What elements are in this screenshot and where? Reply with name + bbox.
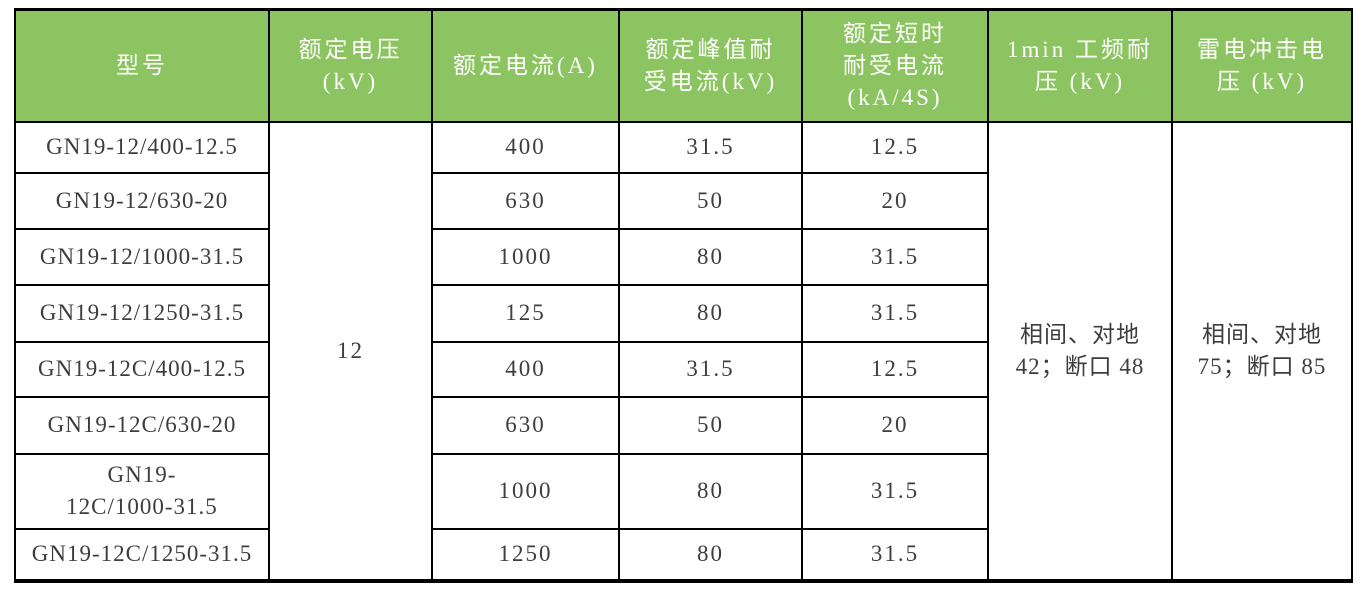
cell-model: GN19-12/1250-31.5 — [14, 283, 270, 343]
cell-model: GN19-12C/400-12.5 — [14, 340, 270, 398]
cell-short-time-withstand-current: 31.5 — [801, 527, 989, 582]
table-row: GN19-12/1250-31.5 125 80 31.5 — [14, 283, 1352, 343]
cell-rated-current: 1250 — [431, 527, 620, 582]
cell-short-time-withstand-current: 31.5 — [801, 227, 989, 286]
header-lightning-impulse-voltage: 雷电冲击电 压 (kV) — [1171, 8, 1353, 123]
cell-peak-withstand-current: 31.5 — [618, 120, 803, 174]
cell-short-time-withstand-current: 12.5 — [801, 340, 989, 398]
cell-lightning-impulse-merged: 相间、对地 75；断口 85 — [1171, 120, 1353, 582]
cell-rated-current: 125 — [431, 283, 620, 343]
cell-rated-current: 630 — [431, 395, 620, 455]
table-row: GN19-12C/1250-31.5 1250 80 31.5 — [14, 527, 1352, 582]
cell-peak-withstand-current: 80 — [618, 283, 803, 343]
cell-rated-current: 400 — [431, 340, 620, 398]
cell-short-time-withstand-current: 31.5 — [801, 283, 989, 343]
cell-model: GN19-12C/1250-31.5 — [14, 527, 270, 582]
table-row: GN19-12/400-12.5 12 400 31.5 12.5 相间、对地 … — [14, 120, 1353, 582]
cell-model: GN19-12C/630-20 — [14, 395, 270, 455]
cell-rated-voltage-merged: 12 — [268, 120, 433, 582]
cell-short-time-withstand-current: 12.5 — [801, 120, 989, 174]
header-peak-withstand-current: 额定峰值耐 受电流(kV) — [618, 8, 803, 123]
header-rated-voltage: 额定电压 (kV) — [268, 8, 433, 123]
cell-short-time-withstand-current: 20 — [801, 395, 989, 455]
header-power-frequency-withstand-voltage: 1min 工频耐 压 (kV) — [987, 8, 1173, 123]
header-model: 型号 — [14, 8, 270, 123]
header-row: 型号 额定电压 (kV) 额定电流(A) 额定峰值耐 受电流(kV) 额定短时 … — [14, 8, 1353, 123]
table-row: GN19-12/630-20 630 50 20 — [14, 171, 1352, 230]
cell-model: GN19- 12C/1000-31.5 — [14, 452, 270, 530]
cell-power-frequency-merged: 相间、对地 42；断口 48 — [987, 120, 1173, 582]
cell-peak-withstand-current: 50 — [618, 395, 803, 455]
switch-spec-table: 型号 额定电压 (kV) 额定电流(A) 额定峰值耐 受电流(kV) 额定短时 … — [14, 8, 1353, 583]
table-row: GN19- 12C/1000-31.5 1000 80 31.5 — [14, 452, 1352, 530]
cell-rated-current: 1000 — [431, 452, 620, 530]
cell-rated-current: 400 — [431, 120, 620, 174]
header-short-time-withstand-current: 额定短时 耐受电流 (kA/4S) — [801, 8, 989, 123]
cell-model: GN19-12/630-20 — [14, 171, 270, 230]
table-row: GN19-12C/630-20 630 50 20 — [14, 395, 1352, 455]
header-rated-current: 额定电流(A) — [431, 8, 620, 123]
table-row: GN19-12C/400-12.5 400 31.5 12.5 — [14, 340, 1352, 398]
cell-peak-withstand-current: 80 — [618, 227, 803, 286]
cell-model: GN19-12/400-12.5 — [14, 120, 270, 174]
cell-peak-withstand-current: 80 — [618, 452, 803, 530]
table-row: GN19-12/1000-31.5 1000 80 31.5 — [14, 227, 1352, 286]
cell-rated-current: 1000 — [431, 227, 620, 286]
cell-peak-withstand-current: 80 — [618, 527, 803, 582]
cell-peak-withstand-current: 50 — [618, 171, 803, 230]
cell-short-time-withstand-current: 31.5 — [801, 452, 989, 530]
cell-model: GN19-12/1000-31.5 — [14, 227, 270, 286]
cell-short-time-withstand-current: 20 — [801, 171, 989, 230]
cell-peak-withstand-current: 31.5 — [618, 340, 803, 398]
cell-rated-current: 630 — [431, 171, 620, 230]
